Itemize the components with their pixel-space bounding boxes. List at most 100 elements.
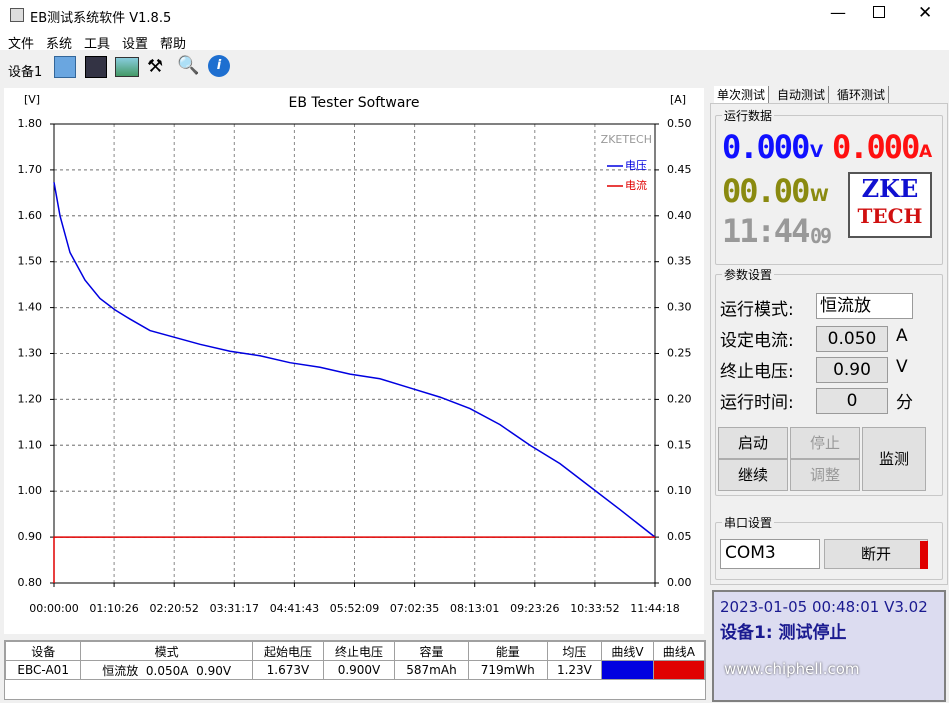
tab[interactable]: 单次测试 (714, 86, 770, 103)
disconnect-button[interactable]: 断开 (824, 539, 928, 569)
y-tick-label: 1.40 (18, 301, 43, 314)
result-table-area: 设备 模式 起始电压 终止电压 容量 能量 均压 曲线V 曲线A EBC-A01 恒流放 0.050… (4, 640, 706, 700)
param-label: 终止电压: (720, 362, 794, 382)
title-bar: EB测试系统软件 V1.8.5 — ✕ (0, 0, 949, 30)
param-label: 设定电流: (720, 331, 794, 351)
group-title: 串口设置 (722, 514, 775, 531)
x-tick-label: 05:52:09 (330, 602, 379, 615)
y2-tick-label: 0.25 (667, 347, 692, 360)
y-tick-label: 1.70 (18, 163, 43, 176)
curve-color (652, 660, 706, 680)
search-icon[interactable]: 🔍 (177, 55, 200, 76)
device-label: 设备1 (8, 65, 43, 80)
window-title: EB测试系统软件 V1.8.5 (30, 11, 172, 26)
maximize[interactable] (873, 6, 885, 18)
params-group: 参数设置 运行模式: 恒流放 设定电流: 0.050 A 终止电压: 0.90 V 运行时间: 0… (715, 266, 943, 496)
data-cell: EBC-A01 (4, 660, 82, 680)
serial-group: 串口设置 COM3 断开 (715, 514, 943, 580)
data-cell: 恒流放 0.050A 0.90V (80, 660, 253, 680)
watermark: ZKETECH (601, 133, 652, 146)
status-line: 设备1: 测试停止 (720, 623, 847, 643)
y-tick-label: 0.80 (18, 576, 43, 589)
param-button[interactable]: 继续 (718, 459, 788, 491)
param-button[interactable]: 监测 (862, 427, 926, 491)
x-tick-label: 00:00:00 (29, 602, 78, 615)
tab[interactable]: 自动测试 (774, 86, 830, 103)
param-button[interactable]: 停止 (790, 427, 860, 459)
param-button[interactable]: 启动 (718, 427, 788, 459)
voltage-unit: V (810, 142, 824, 162)
seconds-display: 09 (810, 224, 832, 248)
watermark: www.chiphell.com (724, 660, 860, 678)
x-tick-label: 09:23:26 (510, 602, 559, 615)
status-line: 2023-01-05 00:48:01 V3.02 (720, 598, 928, 616)
data-cell: 719mWh (467, 660, 548, 680)
y2-tick-label: 0.50 (667, 117, 692, 130)
series-line (53, 536, 655, 583)
param-value[interactable]: 0.90 (816, 357, 888, 383)
data-row: EBC-A01 恒流放 0.050A 0.90V 1.673V 0.900V 587mA… (4, 660, 706, 680)
param-unit: V (896, 357, 908, 377)
x-tick-label: 01:10:26 (89, 602, 138, 615)
menu-item[interactable]: 设置 (122, 37, 149, 52)
data-cell: 587mAh (393, 660, 469, 680)
param-unit: A (896, 326, 908, 346)
y2-tick-label: 0.40 (667, 209, 692, 222)
group-title: 运行数据 (722, 107, 775, 124)
legend-label: 电压 (625, 159, 647, 172)
chart: EB Tester Software [V] [A] 0.80 0.90 1.00 1… (4, 88, 704, 634)
y2-tick-label: 0.10 (667, 484, 692, 497)
y2-tick-label: 0.20 (667, 392, 692, 405)
tab[interactable]: 循环测试 (834, 86, 890, 103)
logo-top: ZKE (861, 174, 919, 203)
header-cell: 曲线V (601, 641, 654, 661)
data-cell: 1.673V (251, 660, 324, 680)
minimize[interactable]: — (830, 3, 846, 22)
y-tick-label: 1.10 (18, 438, 43, 451)
legend-label: 电流 (625, 178, 647, 192)
menu-bar: 文件 系统 工具 设置 帮助 (0, 30, 949, 52)
menu-item[interactable]: 工具 (84, 37, 111, 52)
save-icon[interactable] (85, 56, 107, 78)
y2-tick-label: 0.35 (667, 255, 692, 268)
image-icon[interactable] (115, 57, 139, 77)
y2-tick-label: 0.05 (667, 530, 692, 543)
x-tick-label: 03:31:17 (210, 602, 259, 615)
result-table: 设备 模式 起始电压 终止电压 容量 能量 均压 曲线V 曲线A EBC-A01 恒流放 0.050… (4, 641, 706, 680)
tabs: 单次测试 自动测试 循环测试 (714, 84, 944, 104)
tools-icon[interactable]: ⚒ (147, 56, 164, 77)
y2-tick-label: 0.15 (667, 438, 692, 451)
y2-axis-label: [A] (670, 93, 686, 106)
current-display: 0.000 (832, 128, 920, 166)
menu-item[interactable]: 系统 (46, 37, 73, 52)
app-icon (10, 8, 24, 22)
info-icon[interactable]: i (208, 55, 230, 77)
param-button[interactable]: 调整 (790, 459, 860, 491)
open-icon[interactable] (54, 56, 76, 78)
menu-item[interactable]: 文件 (8, 37, 35, 52)
port-select[interactable]: COM3 (720, 539, 820, 569)
power-unit: W (810, 186, 829, 206)
menu-item[interactable]: 帮助 (160, 37, 187, 52)
plot-frame (53, 123, 656, 584)
param-value[interactable]: 恒流放 (816, 293, 913, 319)
x-tick-label: 02:20:52 (150, 602, 199, 615)
param-value[interactable]: 0.050 (816, 326, 888, 352)
header-cell: 起始电压 (251, 641, 324, 661)
data-cell: 0.900V (322, 660, 395, 680)
logo-bottom: TECH (857, 204, 923, 228)
status-led (920, 541, 928, 569)
tab-panel: 运行数据 0.000 V 0.000 A 00.00 W 11:44 09 ZK… (710, 103, 948, 585)
header-cell: 容量 (393, 641, 469, 661)
y-axis-label: [V] (24, 93, 40, 106)
param-label: 运行模式: (720, 300, 794, 320)
header-row: 设备 模式 起始电压 终止电压 容量 能量 均压 曲线V 曲线A (4, 641, 706, 661)
param-unit: 分 (896, 393, 913, 413)
header-cell: 均压 (546, 641, 603, 661)
param-value[interactable]: 0 (816, 388, 888, 414)
header-cell: 模式 (80, 641, 253, 661)
series-line (53, 182, 656, 538)
close[interactable]: ✕ (918, 3, 933, 23)
x-tick-label: 04:41:43 (270, 602, 319, 615)
